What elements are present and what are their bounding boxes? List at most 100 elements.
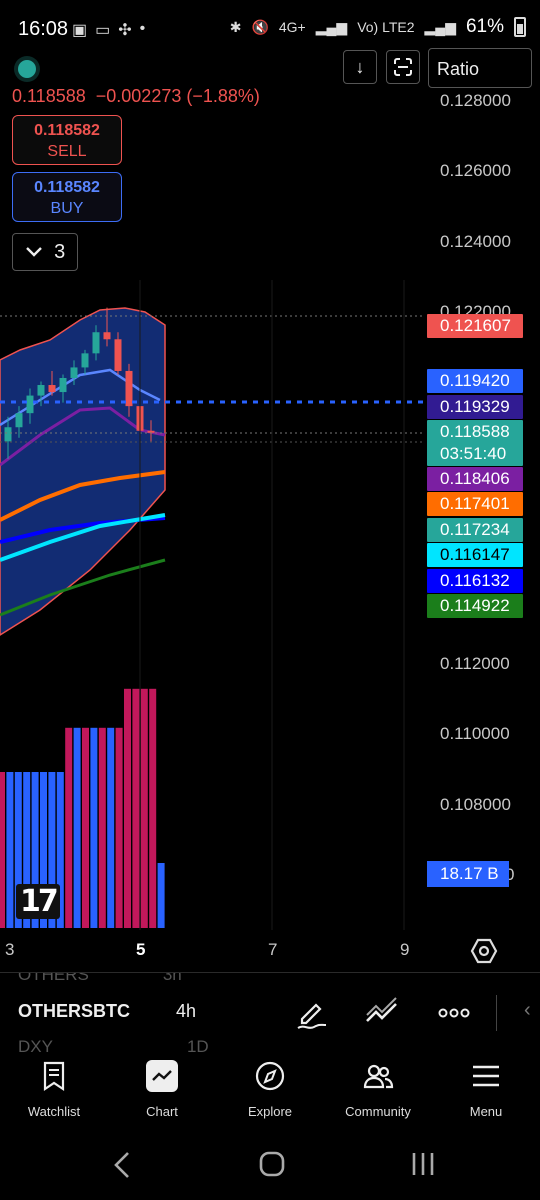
sell-label: SELL: [47, 143, 87, 160]
volume-bar: [115, 727, 123, 928]
ma-purple: [0, 406, 166, 467]
volume-bar: [65, 727, 73, 928]
volume-bar: [90, 727, 98, 928]
more-icon[interactable]: [436, 995, 472, 1031]
volume-bar: [48, 772, 56, 928]
network-label: 4G+: [278, 19, 306, 35]
volume-bar: [40, 772, 47, 928]
status-time: 16:08: [18, 18, 69, 40]
volume-bar: [6, 772, 14, 928]
nav-label: Chart: [146, 1104, 178, 1119]
indicators-icon[interactable]: [364, 995, 400, 1031]
buy-button[interactable]: 0.118582 BUY: [12, 172, 122, 222]
x-tick: 7: [268, 940, 278, 959]
community-icon: [363, 1064, 394, 1089]
volume-bar: [132, 688, 140, 928]
last-price-tag: 0.118588 03:51:40: [427, 420, 523, 466]
volume-bar: [0, 772, 5, 928]
nav-chart[interactable]: Chart: [108, 1058, 216, 1119]
price-tick: 0.128000: [440, 91, 511, 110]
dot-icon: •: [139, 20, 146, 37]
fullscreen-icon[interactable]: [386, 50, 420, 84]
volume-bar: [73, 727, 81, 928]
volume-bar: [56, 772, 64, 928]
candle-body: [147, 430, 155, 433]
ma-cyan: [0, 513, 166, 562]
price-tag: 0.119420: [427, 369, 523, 393]
nav-watchlist[interactable]: Watchlist: [0, 1058, 108, 1119]
volume-bar: [149, 688, 157, 928]
candle-body: [48, 385, 56, 393]
symbol-current[interactable]: OTHERSBTC 4h: [18, 1001, 196, 1022]
symbol-name: DXY: [18, 1037, 53, 1056]
notification-icons: ▣ ▭ ✣ •: [72, 20, 145, 40]
volte-label: Vo) LTE2: [357, 19, 415, 35]
candle-body: [92, 332, 100, 354]
battery-percent: 61%: [465, 16, 504, 37]
arrow-down-icon[interactable]: ↓: [343, 50, 377, 84]
ma-green: [0, 558, 166, 617]
bar-countdown: 03:51:40: [440, 444, 507, 463]
symbol-name: OTHERSBTC: [18, 1001, 130, 1021]
battery-icon: [514, 17, 526, 37]
symbol-timeframe: 3h: [162, 972, 182, 984]
candle-body: [70, 367, 78, 378]
price-change: −0.002273: [95, 86, 182, 106]
pinwheel-icon: ✣: [118, 22, 132, 39]
candle-body: [15, 413, 23, 428]
volume-bar: [98, 727, 106, 928]
volume-bar: [31, 772, 39, 928]
chart-settings-icon[interactable]: [470, 937, 498, 965]
volume-bar: [14, 772, 22, 928]
home-icon[interactable]: [258, 1150, 286, 1178]
candle-body: [4, 427, 12, 442]
nav-explore[interactable]: Explore: [216, 1058, 324, 1119]
price-tag: 0.117234: [427, 518, 523, 542]
price-tag: 0.114922: [427, 594, 523, 618]
nav-label: Explore: [247, 1104, 293, 1119]
indicator-count: 3: [54, 240, 66, 263]
chevron-left-icon[interactable]: ‹: [524, 999, 531, 1021]
symbol-prev[interactable]: OTHERS 3h: [18, 972, 182, 985]
scale-mode-button[interactable]: Ratio: [428, 48, 532, 88]
volume-tag: 18.17 B: [427, 861, 509, 887]
buy-label: BUY: [50, 200, 84, 217]
price-tag: 0.121607: [427, 314, 523, 338]
candle-body: [103, 332, 111, 340]
price-tick: 0.124000: [440, 232, 511, 251]
price-tick: 0.110000: [440, 724, 510, 743]
system-nav: [0, 1140, 540, 1200]
signal2-icon: ▂▄▆: [424, 18, 456, 35]
price-tag: 0.116132: [427, 569, 523, 593]
divider: [496, 995, 497, 1031]
volume-bar: [107, 727, 115, 928]
ma-orange: [0, 470, 166, 522]
symbol-timeframe: 1D: [186, 1037, 209, 1056]
price-chart[interactable]: [0, 280, 540, 940]
price-tag: 0.117401: [427, 492, 523, 516]
price-tag: 0.118406: [427, 467, 523, 491]
chevron-down-icon: [25, 247, 42, 257]
sell-price: 0.118582: [34, 122, 100, 139]
recents-icon[interactable]: [410, 1150, 436, 1178]
card-icon: ▭: [95, 22, 111, 39]
candle-body: [114, 339, 122, 371]
price-tag: 0.116147: [427, 543, 523, 567]
market-live-icon: [18, 60, 36, 78]
volume-bar: [23, 772, 31, 928]
symbol-next[interactable]: DXY 1D: [18, 1037, 209, 1057]
nav-menu[interactable]: Menu: [432, 1058, 540, 1119]
menu-icon: [473, 1065, 499, 1087]
pencil-icon[interactable]: [294, 995, 330, 1031]
bottom-nav: Watchlist Chart Explore Community Menu: [0, 1058, 540, 1138]
volume-bar: [82, 727, 89, 928]
price-tick: 0.126000: [440, 161, 511, 180]
price-tick: 0.108000: [440, 795, 511, 814]
sell-button[interactable]: 0.118582 SELL: [12, 115, 122, 165]
back-icon[interactable]: [112, 1150, 132, 1180]
watchlist-icon: [43, 1061, 65, 1092]
signal-icon: ▂▄▆: [315, 18, 348, 35]
indicators-collapse-button[interactable]: 3: [12, 233, 78, 271]
nav-community[interactable]: Community: [324, 1058, 432, 1119]
status-bar: 16:08 ▣ ▭ ✣ • ✱ 🔇 4G+ ▂▄▆ Vo) LTE2 ▂▄▆ 6…: [0, 0, 540, 60]
